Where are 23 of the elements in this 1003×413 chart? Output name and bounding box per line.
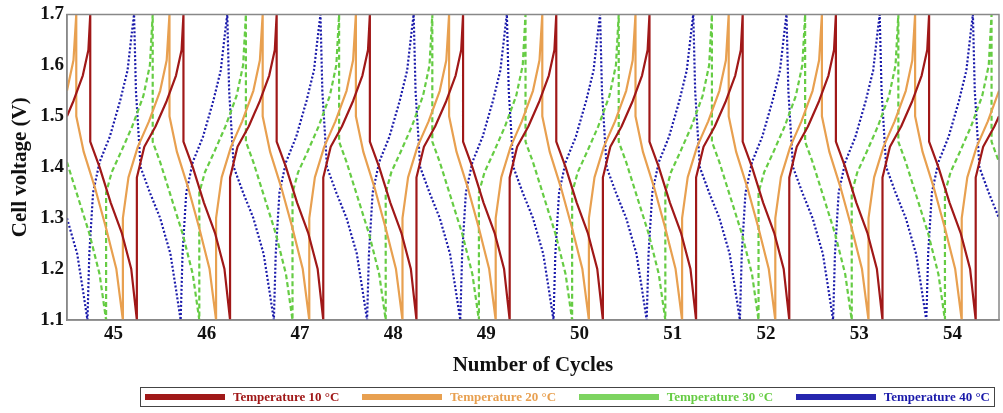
x-axis-title: Number of Cycles [452,351,614,376]
y-tick-label: 1.5 [40,104,64,126]
y-tick-label: 1.2 [40,256,64,278]
text: Temperature 10 °C [233,389,340,405]
text: Temperature 20 °C [449,389,557,405]
text: Temperature 30 °C [666,389,774,405]
x-tick-label: 48 [383,322,403,344]
x-tick-label: 49 [476,322,496,344]
x-tick-label: 52 [756,322,776,344]
y-tick-label: 1.4 [40,155,65,177]
y-axis-title: Cell voltage (V) [7,97,32,238]
text: Temperature 40 °C [883,389,990,405]
x-tick-label: 54 [942,322,963,344]
y-tick-label: 1.6 [40,53,64,75]
y-tick-label: 1.1 [40,307,64,329]
x-tick-label: 47 [290,322,310,344]
x-tick-label: 45 [104,322,124,344]
x-tick-label: 50 [570,322,590,344]
x-tick-label: 51 [663,322,683,344]
y-tick-label: 1.7 [40,2,65,24]
y-tick-label: 1.3 [40,206,64,228]
x-tick-label: 46 [197,322,217,344]
x-tick-label: 53 [849,322,869,344]
